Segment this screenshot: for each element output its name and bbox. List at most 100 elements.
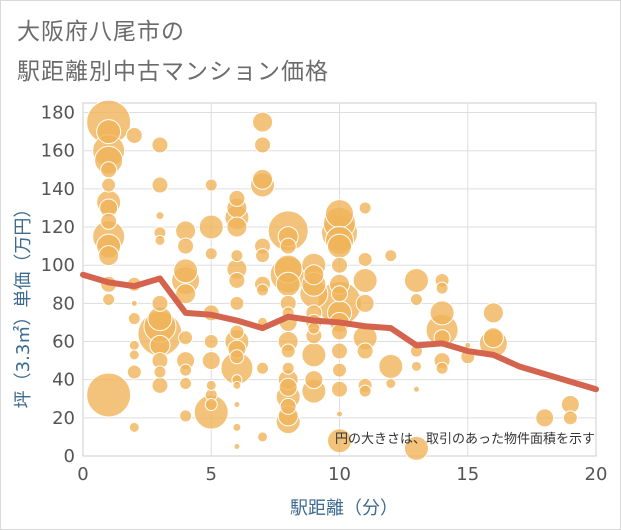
- bubble-point: [336, 410, 343, 418]
- bubble-point: [151, 136, 169, 154]
- bubble-point: [178, 330, 194, 346]
- y-tick-label: 140: [41, 179, 75, 200]
- bubble-point: [435, 361, 449, 375]
- bubble-point: [100, 212, 118, 230]
- bubble-point: [254, 136, 272, 154]
- bubble-point: [279, 237, 297, 255]
- x-tick-label: 20: [585, 464, 608, 485]
- bubble-point: [204, 178, 218, 192]
- bubble-point: [327, 428, 352, 454]
- bubble-point: [252, 168, 274, 190]
- bubble-point: [332, 362, 347, 378]
- bubble-point: [177, 237, 195, 255]
- bubble-point: [325, 199, 354, 229]
- chart-title-line2: 駅距離別中古マンション価格: [17, 59, 329, 85]
- bubble-point: [233, 442, 241, 450]
- bubble-point: [204, 397, 218, 411]
- bubble-point: [179, 376, 193, 390]
- bubble-point: [203, 334, 219, 350]
- bubble-point: [280, 343, 296, 359]
- bubble-point: [331, 342, 348, 360]
- bubble-point: [229, 349, 245, 365]
- bubble-point: [201, 351, 221, 371]
- bubble-point: [482, 302, 504, 324]
- bubble-point: [256, 361, 270, 375]
- y-tick-label: 40: [52, 370, 75, 391]
- bubble-point: [100, 161, 118, 179]
- bubble-point: [179, 363, 193, 377]
- bubble-point: [357, 251, 373, 267]
- y-tick-label: 20: [52, 408, 75, 429]
- bubble-point: [535, 408, 555, 428]
- x-tick-label: 0: [77, 464, 88, 485]
- chart-title-line1: 大阪府八尾市の: [17, 19, 185, 45]
- bubble-point: [327, 233, 352, 259]
- bubble-point: [275, 271, 301, 297]
- bubble-point: [429, 300, 455, 326]
- bubble-point: [228, 271, 246, 289]
- bubble-point: [331, 380, 348, 398]
- bubble-point: [304, 370, 324, 390]
- bubble-point: [101, 177, 117, 193]
- x-axis-label: 駅距離（分）: [290, 498, 398, 519]
- bubble-point: [198, 214, 224, 240]
- bubble-point: [96, 119, 122, 145]
- y-tick-label: 0: [64, 446, 75, 467]
- bubble-point: [307, 321, 321, 335]
- bubble-point: [435, 281, 449, 295]
- bubble-point: [226, 216, 248, 238]
- bubble-point: [232, 380, 242, 390]
- bubble-point: [151, 376, 169, 394]
- bubble-point: [281, 361, 295, 375]
- bubble-point: [175, 283, 197, 305]
- y-tick-label: 60: [52, 332, 75, 353]
- bubble-point: [130, 299, 138, 307]
- bubble-point: [153, 365, 167, 379]
- bubble-point: [409, 293, 423, 307]
- trend-line: [80, 271, 599, 393]
- bubble-point: [482, 327, 504, 349]
- bubble-point: [228, 189, 246, 207]
- bubble-point: [255, 248, 271, 264]
- bubble-point: [331, 256, 348, 274]
- bubble-point: [256, 283, 270, 297]
- bubble-point: [232, 422, 242, 432]
- bubble-point: [384, 249, 398, 263]
- bubble-point: [279, 397, 297, 415]
- y-tick-label: 80: [52, 293, 75, 314]
- bubble-point: [128, 339, 140, 351]
- bubble-point: [128, 349, 140, 361]
- bubble-point: [278, 377, 298, 397]
- y-tick-label: 160: [41, 141, 75, 162]
- bubble-point: [403, 267, 429, 293]
- bubble-point: [179, 409, 193, 423]
- bubble-point: [229, 324, 245, 340]
- bubble-point: [378, 353, 404, 379]
- x-tick-label: 15: [456, 464, 479, 485]
- y-tick-label: 100: [41, 255, 75, 276]
- bubble-point: [229, 295, 245, 311]
- bubble-point: [205, 379, 217, 391]
- bubble-point: [155, 211, 165, 221]
- bubble-point: [128, 421, 140, 433]
- bubble-point: [331, 285, 348, 303]
- y-axis-label: 坪（3.3㎡）単価（万円）: [12, 200, 34, 409]
- bubble-point: [352, 267, 378, 293]
- bubble-point: [127, 312, 141, 326]
- bubble-point: [410, 360, 422, 372]
- bubble-point: [151, 176, 169, 194]
- x-tick-label: 10: [328, 464, 351, 485]
- x-tick-labels: 0 5 10 15 20: [77, 464, 607, 485]
- bubble-point: [385, 377, 397, 389]
- bubble-point: [358, 384, 372, 398]
- bubble-point: [154, 234, 166, 246]
- bubble-point: [252, 111, 274, 133]
- bubble-point: [301, 342, 327, 368]
- bubble-point: [303, 264, 325, 286]
- x-tick-label: 5: [206, 464, 217, 485]
- y-tick-label: 180: [41, 103, 75, 124]
- bubble-point: [356, 342, 374, 360]
- bubble-point: [86, 372, 132, 418]
- bubble-point: [125, 126, 143, 144]
- y-tick-label: 120: [41, 217, 75, 238]
